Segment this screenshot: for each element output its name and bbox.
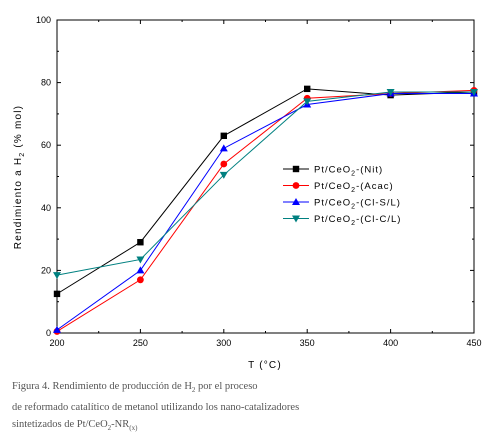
legend-entry: Pt/CeO2-(Acac) xyxy=(283,181,394,194)
data-point xyxy=(386,88,395,96)
data-point xyxy=(303,98,312,106)
legend-entry: Pt/CeO2-(Cl-S/L) xyxy=(283,198,401,211)
y-tick-label: 20 xyxy=(41,265,51,275)
data-point xyxy=(220,132,227,140)
legend-label: Pt/CeO2-(Cl-C/L) xyxy=(314,214,401,227)
data-point xyxy=(53,290,61,298)
legend-marker xyxy=(292,215,300,223)
data-point xyxy=(136,256,145,264)
data-point xyxy=(220,160,228,168)
series-4 xyxy=(53,88,478,280)
series-line xyxy=(56,88,475,295)
y-tick-label: 100 xyxy=(36,15,51,25)
data-point xyxy=(53,272,61,280)
data-point xyxy=(219,144,228,152)
y-tick-label: 80 xyxy=(41,78,51,88)
caption-line-3: sintetizados de Pt/CeO2-NR(x) xyxy=(12,419,138,433)
legend-label: Pt/CeO2-(Acac) xyxy=(314,181,394,194)
data-point xyxy=(53,325,61,333)
plot-frame xyxy=(56,19,475,334)
data-point xyxy=(219,171,228,179)
series-2 xyxy=(53,87,478,335)
data-point xyxy=(304,85,311,93)
x-tick-label: 250 xyxy=(133,338,148,348)
series-1 xyxy=(53,85,478,298)
figure-caption: Figura 4. Rendimiento de producción de H… xyxy=(12,378,482,437)
legend-label: Pt/CeO2-(Cl-S/L) xyxy=(314,198,401,211)
caption-line-2: de reformado catalítico de metanol utili… xyxy=(12,402,300,414)
y-tick-label: 60 xyxy=(41,140,51,150)
legend-marker xyxy=(292,182,300,189)
legend-marker xyxy=(292,198,300,205)
series-line xyxy=(56,93,474,331)
x-tick-label: 200 xyxy=(49,338,64,348)
x-axis-title: T (°C) xyxy=(248,360,282,370)
series-3 xyxy=(53,89,478,333)
data-point xyxy=(136,266,145,274)
series-line xyxy=(56,91,474,276)
x-tick-label: 300 xyxy=(216,338,231,348)
x-tick-label: 350 xyxy=(300,338,315,348)
x-tick-label: 450 xyxy=(466,338,481,348)
x-tick-label: 400 xyxy=(383,338,398,348)
y-tick-label: 40 xyxy=(41,203,51,213)
series-line xyxy=(56,89,475,332)
legend-marker xyxy=(292,165,300,173)
caption-line-1: Figura 4. Rendimiento de producción de H… xyxy=(12,381,258,395)
legend-entry: Pt/CeO2-(Nit) xyxy=(283,165,383,178)
y-tick-label: 0 xyxy=(46,328,51,338)
data-point xyxy=(137,276,144,284)
legend-label: Pt/CeO2-(Nit) xyxy=(314,165,383,178)
data-point xyxy=(137,239,144,246)
line-chart: 200 250 300 350 400 450 0 20 40 60 80 100 Pt/CeO2-(… xyxy=(13,15,482,370)
legend-entry: Pt/CeO2-(Cl-C/L) xyxy=(283,214,401,227)
data-point xyxy=(470,88,478,96)
y-axis-title: Rendimiento a H2 (% mol) xyxy=(13,105,26,249)
